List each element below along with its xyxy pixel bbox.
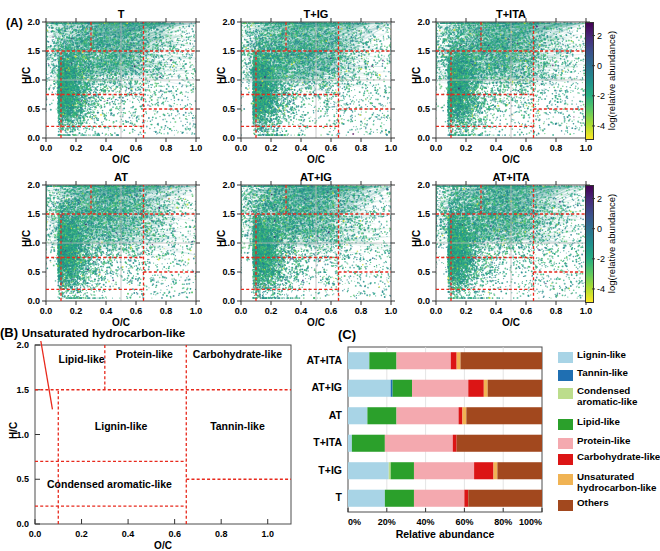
svg-text:2: 2 bbox=[597, 194, 602, 204]
svg-text:0%: 0% bbox=[348, 517, 361, 527]
svg-text:0.4: 0.4 bbox=[100, 306, 113, 316]
svg-text:0.0: 0.0 bbox=[222, 296, 235, 306]
svg-text:0.8: 0.8 bbox=[215, 529, 228, 539]
svg-text:1.5: 1.5 bbox=[222, 209, 235, 219]
svg-text:0.8: 0.8 bbox=[550, 143, 563, 153]
svg-text:-2: -2 bbox=[597, 91, 605, 101]
svg-text:0: 0 bbox=[597, 61, 602, 71]
svg-text:0.6: 0.6 bbox=[520, 143, 533, 153]
svg-text:0.8: 0.8 bbox=[550, 306, 563, 316]
svg-text:0.8: 0.8 bbox=[160, 143, 173, 153]
svg-text:0.6: 0.6 bbox=[130, 306, 143, 316]
svg-text:0.6: 0.6 bbox=[520, 306, 533, 316]
svg-text:0.5: 0.5 bbox=[417, 267, 430, 277]
svg-text:0.0: 0.0 bbox=[16, 519, 29, 529]
svg-text:0.0: 0.0 bbox=[417, 133, 430, 143]
svg-text:0.2: 0.2 bbox=[460, 143, 473, 153]
svg-text:100%: 100% bbox=[519, 517, 542, 527]
svg-text:0.5: 0.5 bbox=[27, 267, 40, 277]
svg-text:1.0: 1.0 bbox=[222, 238, 235, 248]
svg-text:1.0: 1.0 bbox=[190, 143, 203, 153]
svg-text:0.2: 0.2 bbox=[70, 143, 83, 153]
svg-text:0.5: 0.5 bbox=[16, 474, 29, 484]
svg-text:0.8: 0.8 bbox=[355, 306, 368, 316]
svg-text:0.6: 0.6 bbox=[130, 143, 143, 153]
svg-text:60%: 60% bbox=[455, 517, 473, 527]
svg-text:0.0: 0.0 bbox=[40, 143, 53, 153]
svg-text:1.0: 1.0 bbox=[27, 238, 40, 248]
svg-text:2.0: 2.0 bbox=[417, 17, 430, 27]
svg-text:-2: -2 bbox=[597, 254, 605, 264]
svg-text:0.4: 0.4 bbox=[100, 143, 113, 153]
svg-text:1.5: 1.5 bbox=[417, 209, 430, 219]
svg-text:0.5: 0.5 bbox=[27, 104, 40, 114]
svg-text:0.8: 0.8 bbox=[355, 143, 368, 153]
svg-text:2.0: 2.0 bbox=[417, 180, 430, 190]
svg-text:0: 0 bbox=[597, 224, 602, 234]
svg-text:0.0: 0.0 bbox=[235, 143, 248, 153]
svg-text:0.2: 0.2 bbox=[460, 306, 473, 316]
svg-text:1.0: 1.0 bbox=[222, 75, 235, 85]
svg-text:0.0: 0.0 bbox=[222, 133, 235, 143]
svg-text:1.0: 1.0 bbox=[27, 75, 40, 85]
svg-text:1.0: 1.0 bbox=[580, 306, 593, 316]
svg-text:2.0: 2.0 bbox=[222, 17, 235, 27]
svg-text:1.0: 1.0 bbox=[417, 238, 430, 248]
svg-text:0.8: 0.8 bbox=[160, 306, 173, 316]
svg-text:1.0: 1.0 bbox=[261, 529, 274, 539]
svg-text:0.2: 0.2 bbox=[70, 306, 83, 316]
svg-text:1.0: 1.0 bbox=[385, 306, 398, 316]
svg-text:1.0: 1.0 bbox=[580, 143, 593, 153]
svg-text:1.5: 1.5 bbox=[16, 385, 29, 395]
svg-text:1.5: 1.5 bbox=[417, 46, 430, 56]
svg-text:0.4: 0.4 bbox=[490, 143, 503, 153]
svg-text:0.4: 0.4 bbox=[295, 143, 308, 153]
svg-text:1.0: 1.0 bbox=[417, 75, 430, 85]
svg-text:0.2: 0.2 bbox=[265, 143, 278, 153]
svg-text:Tannin-like: Tannin-like bbox=[210, 420, 265, 432]
svg-text:2.0: 2.0 bbox=[222, 180, 235, 190]
svg-text:1.5: 1.5 bbox=[222, 46, 235, 56]
svg-text:0.5: 0.5 bbox=[222, 104, 235, 114]
svg-text:0.0: 0.0 bbox=[29, 529, 42, 539]
svg-text:0.6: 0.6 bbox=[325, 143, 338, 153]
svg-text:-4: -4 bbox=[597, 284, 605, 294]
svg-text:2.0: 2.0 bbox=[27, 180, 40, 190]
svg-text:1.5: 1.5 bbox=[27, 209, 40, 219]
svg-text:1.0: 1.0 bbox=[190, 306, 203, 316]
svg-text:0.2: 0.2 bbox=[75, 529, 88, 539]
svg-text:-4: -4 bbox=[597, 121, 605, 131]
svg-text:0.6: 0.6 bbox=[168, 529, 181, 539]
svg-text:2: 2 bbox=[597, 31, 602, 41]
svg-text:Lipid-like: Lipid-like bbox=[58, 353, 104, 365]
svg-text:20%: 20% bbox=[378, 517, 396, 527]
svg-text:0.0: 0.0 bbox=[27, 133, 40, 143]
svg-text:0.0: 0.0 bbox=[27, 296, 40, 306]
svg-text:1.0: 1.0 bbox=[385, 143, 398, 153]
svg-text:0.0: 0.0 bbox=[417, 296, 430, 306]
svg-text:0.0: 0.0 bbox=[40, 306, 53, 316]
svg-text:0.5: 0.5 bbox=[417, 104, 430, 114]
svg-text:80%: 80% bbox=[494, 517, 512, 527]
svg-text:0.0: 0.0 bbox=[430, 306, 443, 316]
svg-text:40%: 40% bbox=[417, 517, 435, 527]
svg-text:Condensed aromatic-like: Condensed aromatic-like bbox=[47, 478, 172, 490]
svg-text:0.0: 0.0 bbox=[235, 306, 248, 316]
svg-text:1.5: 1.5 bbox=[27, 46, 40, 56]
svg-text:0.4: 0.4 bbox=[490, 306, 503, 316]
svg-text:0.4: 0.4 bbox=[295, 306, 308, 316]
svg-text:2.0: 2.0 bbox=[16, 340, 29, 350]
svg-text:0.6: 0.6 bbox=[325, 306, 338, 316]
svg-text:2.0: 2.0 bbox=[27, 17, 40, 27]
svg-text:Protein-like: Protein-like bbox=[116, 348, 173, 360]
svg-text:0.0: 0.0 bbox=[430, 143, 443, 153]
svg-text:0.5: 0.5 bbox=[222, 267, 235, 277]
svg-text:0.2: 0.2 bbox=[265, 306, 278, 316]
svg-text:0.4: 0.4 bbox=[122, 529, 135, 539]
svg-text:Carbohydrate-like: Carbohydrate-like bbox=[193, 348, 282, 360]
svg-text:Lignin-like: Lignin-like bbox=[95, 420, 148, 432]
